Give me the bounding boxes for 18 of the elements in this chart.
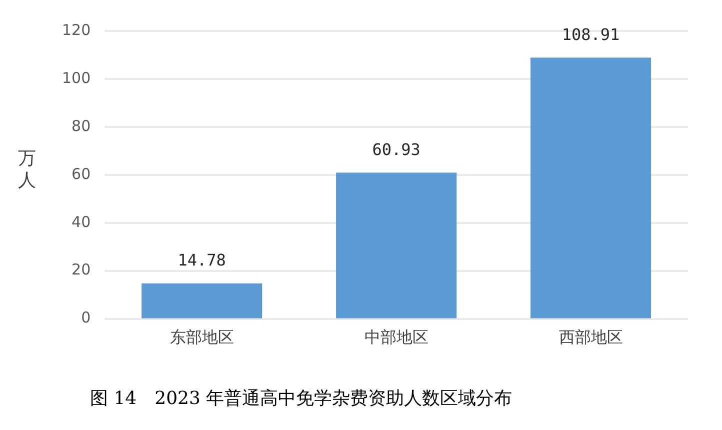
data-label: 60.93 (372, 140, 420, 159)
text: 图 14 2023 年普通高中免学杂费资助人数区域分布 (90, 387, 514, 410)
x-tick-label: 东部地区 (170, 328, 234, 347)
y-tick-label: 20 (72, 260, 91, 279)
y-tick-label: 80 (72, 116, 91, 135)
y-tick-label: 100 (62, 68, 91, 87)
x-tick-label: 中部地区 (364, 328, 428, 347)
y-axis-title: 万人 (18, 148, 37, 192)
x-tick-label: 西部地区 (558, 328, 623, 347)
y-tick-label: 60 (72, 164, 91, 183)
data-label: 14.78 (178, 250, 226, 270)
bar (142, 283, 262, 318)
y-tick-label: 40 (72, 212, 91, 231)
bar (336, 172, 457, 318)
data-label: 108.91 (562, 24, 620, 44)
y-tick-label: 120 (62, 20, 91, 39)
y-tick-label: 0 (81, 308, 91, 327)
bar (530, 58, 652, 318)
